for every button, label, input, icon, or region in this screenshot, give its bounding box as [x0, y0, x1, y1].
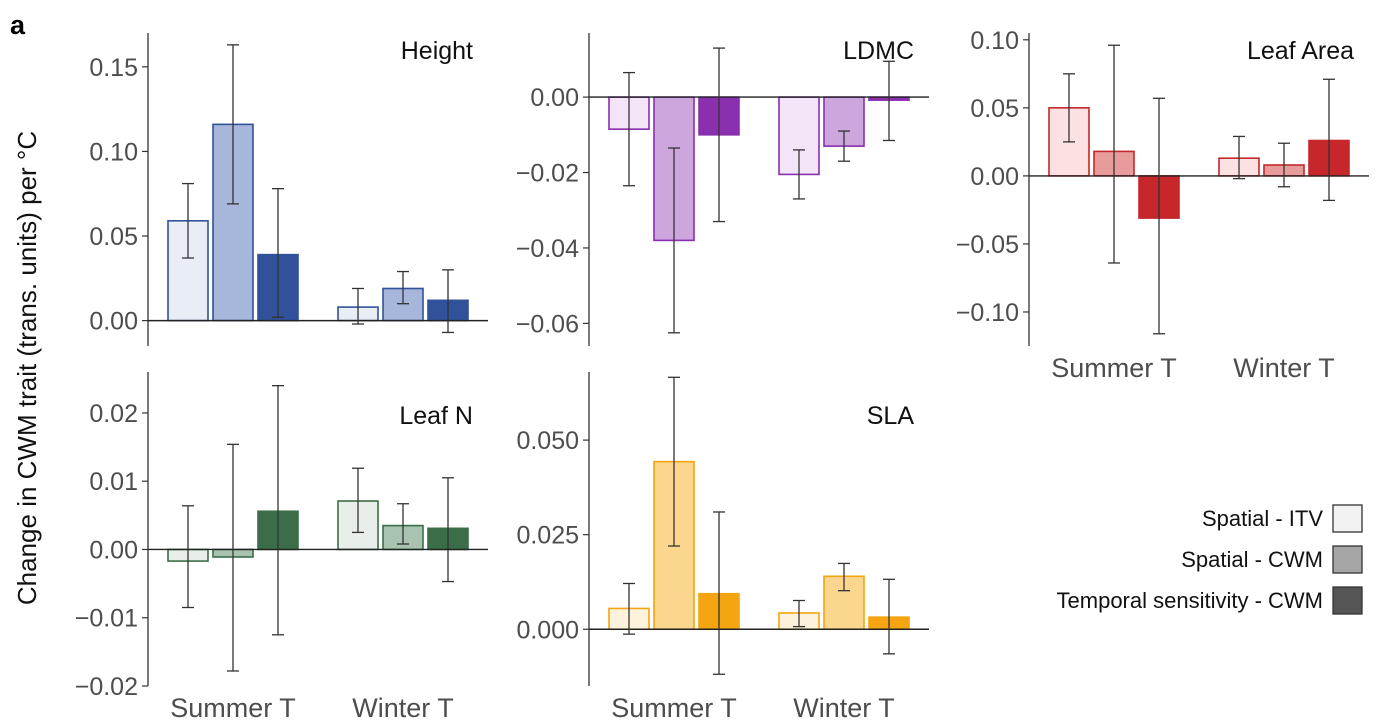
y-tick-label: 0.15 — [89, 54, 138, 82]
y-tick-label: −0.02 — [516, 160, 579, 188]
x-tick-label: Summer T — [1051, 353, 1177, 383]
error-bar-spatial-itv-summer-t — [182, 505, 194, 609]
x-tick-label: Winter T — [352, 693, 454, 723]
y-tick-label: 0.000 — [516, 616, 579, 644]
y-axis-label: Change in CWM trait (trans. units) per °… — [12, 131, 42, 605]
chart-title: LDMC — [843, 37, 914, 65]
error-bar-spatial-itv-summer-t — [1063, 73, 1075, 143]
error-bar-temporal-sensitivity-cwm-winter-t — [1323, 78, 1335, 202]
error-bar-spatial-itv-winter-t — [352, 467, 364, 534]
x-tick-label: Summer T — [170, 693, 296, 723]
y-tick-label: 0.10 — [89, 138, 138, 166]
legend-swatch — [1332, 504, 1363, 533]
x-tick-label: Winter T — [1233, 353, 1335, 383]
chart-height: 0.00 0.05 0.10 0.15 Height — [89, 33, 488, 346]
error-bar-temporal-sensitivity-cwm-summer-t — [1153, 97, 1165, 335]
chart-leaf-area: 0.10 0.05 0.00 −0.05 −0.10 Leaf Area Summer T W… — [956, 27, 1369, 383]
error-bar-spatial-itv-winter-t — [793, 149, 805, 200]
y-tick-label: −0.06 — [516, 310, 579, 338]
legend: Spatial - ITV Spatial - CWM Temporal sensi… — [1057, 504, 1363, 615]
error-bar-temporal-sensitivity-cwm-summer-t — [272, 385, 284, 636]
chart-title: Leaf Area — [1247, 37, 1354, 65]
error-bar-spatial-cwm-summer-t — [668, 147, 680, 334]
error-bar-temporal-sensitivity-cwm-winter-t — [883, 60, 895, 142]
y-tick-label: 0.00 — [89, 536, 138, 564]
legend-label: Spatial - ITV — [1202, 506, 1323, 531]
error-bar-spatial-cwm-summer-t — [227, 443, 239, 672]
y-tick-label: −0.02 — [75, 673, 138, 701]
legend-swatch — [1332, 586, 1363, 615]
error-bar-spatial-itv-winter-t — [1233, 135, 1245, 180]
error-bar-spatial-cwm-summer-t — [668, 376, 680, 547]
x-tick-label: Summer T — [611, 693, 737, 723]
error-bar-temporal-sensitivity-cwm-summer-t — [713, 511, 725, 675]
legend-label: Temporal sensitivity - CWM — [1057, 588, 1323, 613]
error-bar-spatial-itv-summer-t — [623, 582, 635, 635]
error-bar-spatial-cwm-winter-t — [397, 270, 409, 305]
chart-sla: 0.050 0.025 0.000 SLA Summer T Winter T — [516, 372, 929, 723]
y-tick-label: 0.00 — [970, 163, 1019, 191]
y-tick-label: 0.01 — [89, 468, 138, 496]
panel-letter: a — [10, 10, 26, 40]
chart-title: Height — [401, 37, 473, 65]
error-bar-spatial-cwm-winter-t — [838, 562, 850, 592]
error-bar-spatial-cwm-winter-t — [1278, 142, 1290, 188]
error-bar-temporal-sensitivity-cwm-summer-t — [713, 47, 725, 223]
y-tick-label: 0.05 — [89, 223, 138, 251]
chart-title: Leaf N — [399, 402, 473, 430]
y-tick-label: −0.04 — [516, 235, 579, 263]
y-tick-label: 0.025 — [516, 522, 579, 550]
legend-swatch — [1332, 545, 1363, 574]
error-bar-spatial-itv-summer-t — [623, 71, 635, 187]
y-tick-label: 0.02 — [89, 400, 138, 428]
y-tick-label: 0.050 — [516, 427, 579, 455]
y-tick-label: −0.05 — [956, 231, 1019, 259]
error-bar-spatial-cwm-summer-t — [1108, 44, 1120, 264]
bar-spatial-cwm-winter-t — [823, 575, 865, 631]
error-bar-temporal-sensitivity-cwm-winter-t — [442, 269, 454, 334]
error-bar-spatial-itv-winter-t — [793, 599, 805, 628]
y-tick-label: 0.10 — [970, 27, 1019, 55]
error-bar-spatial-cwm-winter-t — [838, 130, 850, 162]
error-bar-spatial-itv-winter-t — [352, 287, 364, 325]
error-bar-spatial-cwm-summer-t — [227, 44, 239, 205]
error-bar-spatial-itv-summer-t — [182, 182, 194, 259]
error-bar-spatial-cwm-winter-t — [397, 503, 409, 545]
y-tick-label: 0.00 — [89, 308, 138, 336]
y-tick-label: −0.01 — [75, 605, 138, 633]
y-tick-label: −0.10 — [956, 299, 1019, 327]
chart-leaf-n: 0.02 0.01 0.00 −0.01 −0.02 Leaf N Summer T Wint… — [75, 372, 488, 723]
y-tick-label: 0.00 — [530, 84, 579, 112]
y-tick-label: 0.05 — [970, 95, 1019, 123]
legend-label: Spatial - CWM — [1181, 547, 1323, 572]
x-tick-label: Winter T — [793, 693, 895, 723]
error-bar-temporal-sensitivity-cwm-winter-t — [883, 578, 895, 655]
error-bar-temporal-sensitivity-cwm-summer-t — [272, 188, 284, 318]
error-bar-temporal-sensitivity-cwm-winter-t — [442, 477, 454, 583]
chart-ldmc: 0.00 −0.02 −0.04 −0.06 LDMC — [516, 33, 929, 346]
chart-title: SLA — [867, 402, 915, 430]
